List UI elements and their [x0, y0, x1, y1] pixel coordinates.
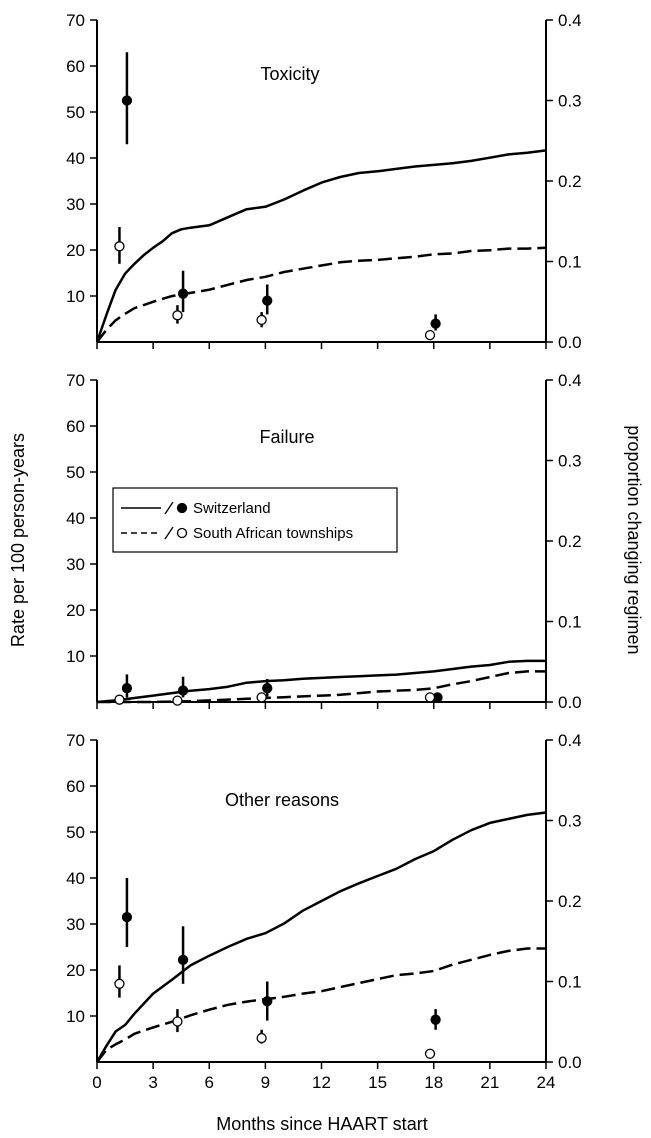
- switzerland-rate-point: [262, 996, 273, 1007]
- south-africa-rate-point: [256, 692, 267, 703]
- switzerland-rate-point: [121, 683, 133, 694]
- y-right-tick-label: 0.1: [558, 973, 582, 992]
- chart-panel: 10 20 30 40 50 60 70 0.0 0.1 0.2 0.3 0.4 Failure Swit…: [66, 371, 582, 712]
- y-right-tick-label: 0.4: [558, 11, 582, 30]
- panel-title: Toxicity: [260, 64, 319, 84]
- switzerland-rate-point: [121, 911, 133, 923]
- legend-label: South African townships: [193, 525, 353, 542]
- legend: Switzerland South African townships: [112, 487, 398, 553]
- y-left-tick-label: 30: [66, 555, 85, 574]
- y-left-tick-label: 20: [66, 601, 85, 620]
- south-africa-rate-point: [424, 692, 436, 703]
- y-left-tick-label: 30: [66, 915, 85, 934]
- panel-title: Failure: [259, 427, 314, 447]
- y-left-tick-label: 60: [66, 417, 85, 436]
- south-africa-rate-point: [172, 695, 183, 706]
- chart-panel: 10 20 30 40 50 60 70 0.0 0.1 0.2 0.3 0.4 0 3 6 9 12 15 18 2…: [66, 731, 582, 1092]
- switzerland-rate-point: [430, 1014, 441, 1025]
- south-africa-cumulative-line: [97, 670, 546, 704]
- switzerland-rate-point: [121, 95, 133, 106]
- panel-title: Other reasons: [225, 790, 339, 810]
- y-right-tick-label: 0.1: [558, 253, 582, 272]
- y-left-tick-label: 40: [66, 149, 85, 168]
- south-africa-rate-point: [256, 314, 267, 326]
- switzerland-cumulative-line: [95, 149, 547, 343]
- x-tick-label: 15: [368, 1073, 387, 1092]
- x-tick-label: 0: [92, 1073, 101, 1092]
- switzerland-rate-point: [430, 318, 441, 329]
- y-right-tick-label: 0.4: [558, 731, 582, 750]
- x-tick-label: 12: [312, 1073, 331, 1092]
- panels: 102030405060700.00.10.20.30.4Toxicity102…: [66, 11, 582, 1092]
- y-left-tick-label: 10: [66, 647, 85, 666]
- y-right-tick-label: 0.3: [558, 452, 582, 471]
- y-left-tick-label: 50: [66, 823, 85, 842]
- y-right-tick-label: 0.4: [558, 371, 582, 390]
- y-right-tick-label: 0.0: [558, 333, 582, 352]
- y-right-tick-label: 0.2: [558, 172, 582, 191]
- x-tick-label: 3: [148, 1073, 157, 1092]
- south-africa-rate-point: [424, 329, 436, 341]
- y-left-tick-label: 50: [66, 463, 85, 482]
- y-right-tick-label: 0.1: [558, 613, 582, 632]
- switzerland-rate-point: [262, 683, 273, 694]
- y-right-tick-label: 0.2: [558, 892, 582, 911]
- chart-panel: 10 20 30 40 50 60 70 0.0 0.1 0.2 0.3 0.4 Toxicity: [66, 11, 582, 352]
- legend-filled-marker: [176, 502, 188, 514]
- south-africa-rate-point: [114, 241, 125, 252]
- south-africa-rate-point: [172, 310, 183, 321]
- y-left-axis-title: Rate per 100 person-years: [8, 433, 28, 647]
- y-right-tick-label: 0.0: [558, 693, 582, 712]
- y-right-tick-label: 0.2: [558, 532, 582, 551]
- y-right-tick-label: 0.3: [558, 92, 582, 111]
- south-africa-cumulative-line: [96, 246, 547, 343]
- x-tick-label: 21: [480, 1073, 499, 1092]
- south-africa-rate-point: [114, 978, 125, 989]
- y-right-axis-title: proportion changing regimen: [624, 425, 644, 654]
- legend-slash: [164, 526, 174, 540]
- y-left-tick-label: 70: [66, 371, 85, 390]
- south-africa-rate-point: [114, 694, 125, 705]
- y-left-tick-label: 40: [66, 509, 85, 528]
- y-left-tick-label: 30: [66, 195, 85, 214]
- x-tick-label: 18: [424, 1073, 443, 1092]
- switzerland-rate-point: [177, 954, 189, 966]
- y-left-tick-label: 70: [66, 731, 85, 750]
- y-left-tick-label: 20: [66, 241, 85, 260]
- y-left-tick-label: 20: [66, 961, 85, 980]
- legend-label: Switzerland: [193, 500, 271, 517]
- y-left-tick-label: 10: [66, 287, 85, 306]
- legend-slash: [164, 501, 174, 515]
- south-africa-rate-point: [172, 1016, 183, 1027]
- y-left-tick-label: 60: [66, 777, 85, 796]
- legend-box: [112, 487, 398, 553]
- y-left-tick-label: 40: [66, 869, 85, 888]
- south-africa-rate-point: [256, 1032, 267, 1044]
- legend-open-marker: [176, 527, 188, 539]
- south-africa-rate-point: [424, 1048, 436, 1059]
- x-axis-title: Months since HAART start: [216, 1114, 427, 1134]
- y-left-tick-label: 70: [66, 11, 85, 30]
- switzerland-rate-point: [177, 685, 189, 696]
- x-tick-label: 24: [537, 1073, 556, 1092]
- switzerland-rate-point: [177, 288, 189, 299]
- y-right-tick-label: 0.3: [558, 812, 582, 831]
- south-africa-cumulative-line: [96, 947, 546, 1063]
- y-left-tick-label: 60: [66, 57, 85, 76]
- y-right-tick-label: 0.0: [558, 1053, 582, 1072]
- x-tick-label: 6: [205, 1073, 214, 1092]
- switzerland-cumulative-line: [95, 811, 547, 1063]
- y-left-tick-label: 10: [66, 1007, 85, 1026]
- switzerland-cumulative-line: [96, 659, 546, 704]
- y-left-tick-label: 50: [66, 103, 85, 122]
- switzerland-rate-point: [262, 295, 273, 306]
- x-tick-label: 9: [261, 1073, 270, 1092]
